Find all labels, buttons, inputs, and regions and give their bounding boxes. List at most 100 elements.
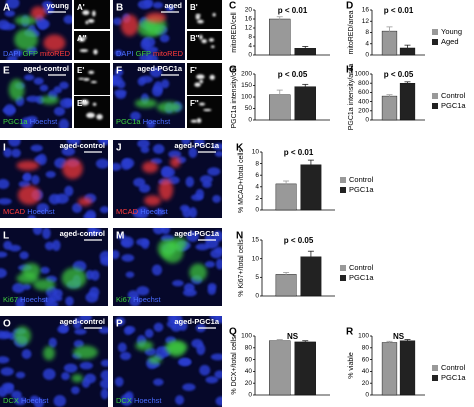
- panel-letter: F: [116, 66, 122, 77]
- nucleus: [113, 249, 120, 260]
- legend-label: Aged: [441, 37, 459, 46]
- nucleus: [0, 198, 12, 205]
- stain: [158, 178, 174, 201]
- signal: [82, 10, 90, 16]
- nucleus: [71, 140, 81, 146]
- nucleus: [121, 236, 134, 248]
- nucleus: [100, 370, 108, 381]
- image-bg: [74, 31, 110, 60]
- image-content: [187, 31, 222, 60]
- bar: [275, 274, 297, 297]
- legend-swatch: [432, 29, 438, 35]
- nucleus: [175, 395, 185, 405]
- error-bar: [302, 46, 309, 51]
- nucleus: [215, 258, 222, 270]
- nucleus: [53, 106, 66, 116]
- y-tick-label: 60: [362, 356, 370, 363]
- nucleus: [214, 150, 222, 157]
- signal: [78, 37, 86, 42]
- nucleus: [84, 373, 97, 384]
- y-tick-label: 10: [252, 149, 260, 156]
- annotation: p < 0.01: [278, 6, 308, 15]
- y-tick-label: 16: [245, 16, 253, 23]
- nucleus: [33, 398, 44, 407]
- panel-caption: DAPI GFP mitoRED: [3, 49, 71, 58]
- nucleus: [12, 282, 25, 294]
- signal: [199, 34, 203, 40]
- nucleus: [52, 239, 61, 252]
- y-tick-label: 200: [241, 71, 252, 78]
- nucleus: [117, 342, 127, 353]
- y-tick-label: 4: [248, 43, 252, 50]
- nucleus: [74, 328, 87, 335]
- stain: [120, 14, 139, 37]
- signal: [96, 113, 103, 120]
- image-content: [113, 0, 185, 60]
- nucleus: [53, 395, 66, 407]
- nucleus: [188, 207, 198, 218]
- caption-part: Hoechst: [27, 207, 55, 216]
- nucleus: [113, 17, 123, 26]
- stain: [148, 355, 162, 365]
- signal: [92, 102, 97, 106]
- y-tick-label: 200: [358, 108, 369, 115]
- error-bar: [302, 83, 309, 89]
- nucleus: [205, 376, 219, 384]
- bar: [294, 341, 316, 396]
- stain: [8, 78, 25, 101]
- nucleus: [122, 158, 135, 169]
- error-bar: [404, 44, 411, 51]
- stain: [73, 345, 98, 360]
- signal: [211, 45, 215, 49]
- bar: [399, 340, 416, 396]
- signal: [93, 49, 98, 55]
- image-content: [74, 63, 110, 95]
- caption-part: Hoechst: [133, 295, 161, 304]
- panel-title: aged-PGC1a: [174, 229, 219, 238]
- nucleus: [136, 238, 150, 246]
- nucleus: [30, 144, 43, 152]
- y-tick-label: 10: [252, 255, 260, 262]
- y-tick-label: 40: [245, 368, 253, 375]
- stain: [33, 278, 56, 291]
- legend-swatch: [432, 93, 438, 99]
- nucleus: [15, 297, 26, 306]
- nucleus: [100, 256, 108, 267]
- chart-letter: K: [236, 143, 244, 154]
- caption-part: Hoechst: [143, 117, 171, 126]
- nucleus: [6, 55, 18, 60]
- nucleus: [44, 241, 55, 251]
- nucleus: [87, 228, 96, 237]
- nucleus: [193, 140, 205, 146]
- nucleus: [161, 228, 171, 235]
- nucleus: [95, 158, 108, 169]
- y-axis-label: % viable: [348, 352, 355, 379]
- panel-letter: I: [3, 143, 6, 154]
- y-tick-label: 2: [255, 195, 259, 202]
- signal: [190, 119, 198, 123]
- nucleus: [11, 148, 21, 158]
- nucleus: [43, 297, 56, 304]
- nucleus: [165, 5, 175, 12]
- image-bg: [187, 31, 222, 60]
- nucleus: [210, 249, 222, 259]
- nucleus: [23, 74, 35, 81]
- stain: [71, 374, 84, 383]
- caption-part: DCX: [116, 396, 132, 405]
- nucleus: [152, 144, 165, 154]
- y-tick-label: 800: [358, 80, 369, 87]
- stain: [135, 340, 154, 351]
- image-content: [113, 228, 222, 306]
- nucleus: [61, 372, 70, 381]
- caption-part: PGC1a: [116, 117, 141, 126]
- nucleus: [15, 371, 26, 379]
- nucleus: [153, 322, 164, 332]
- signal: [83, 36, 87, 39]
- panel-title: aged-control: [24, 64, 69, 73]
- nucleus: [61, 146, 76, 157]
- nucleus: [142, 36, 156, 48]
- nucleus: [4, 10, 16, 17]
- nucleus: [114, 89, 127, 96]
- panel-letter: E'': [77, 99, 86, 108]
- error-bar: [404, 81, 411, 85]
